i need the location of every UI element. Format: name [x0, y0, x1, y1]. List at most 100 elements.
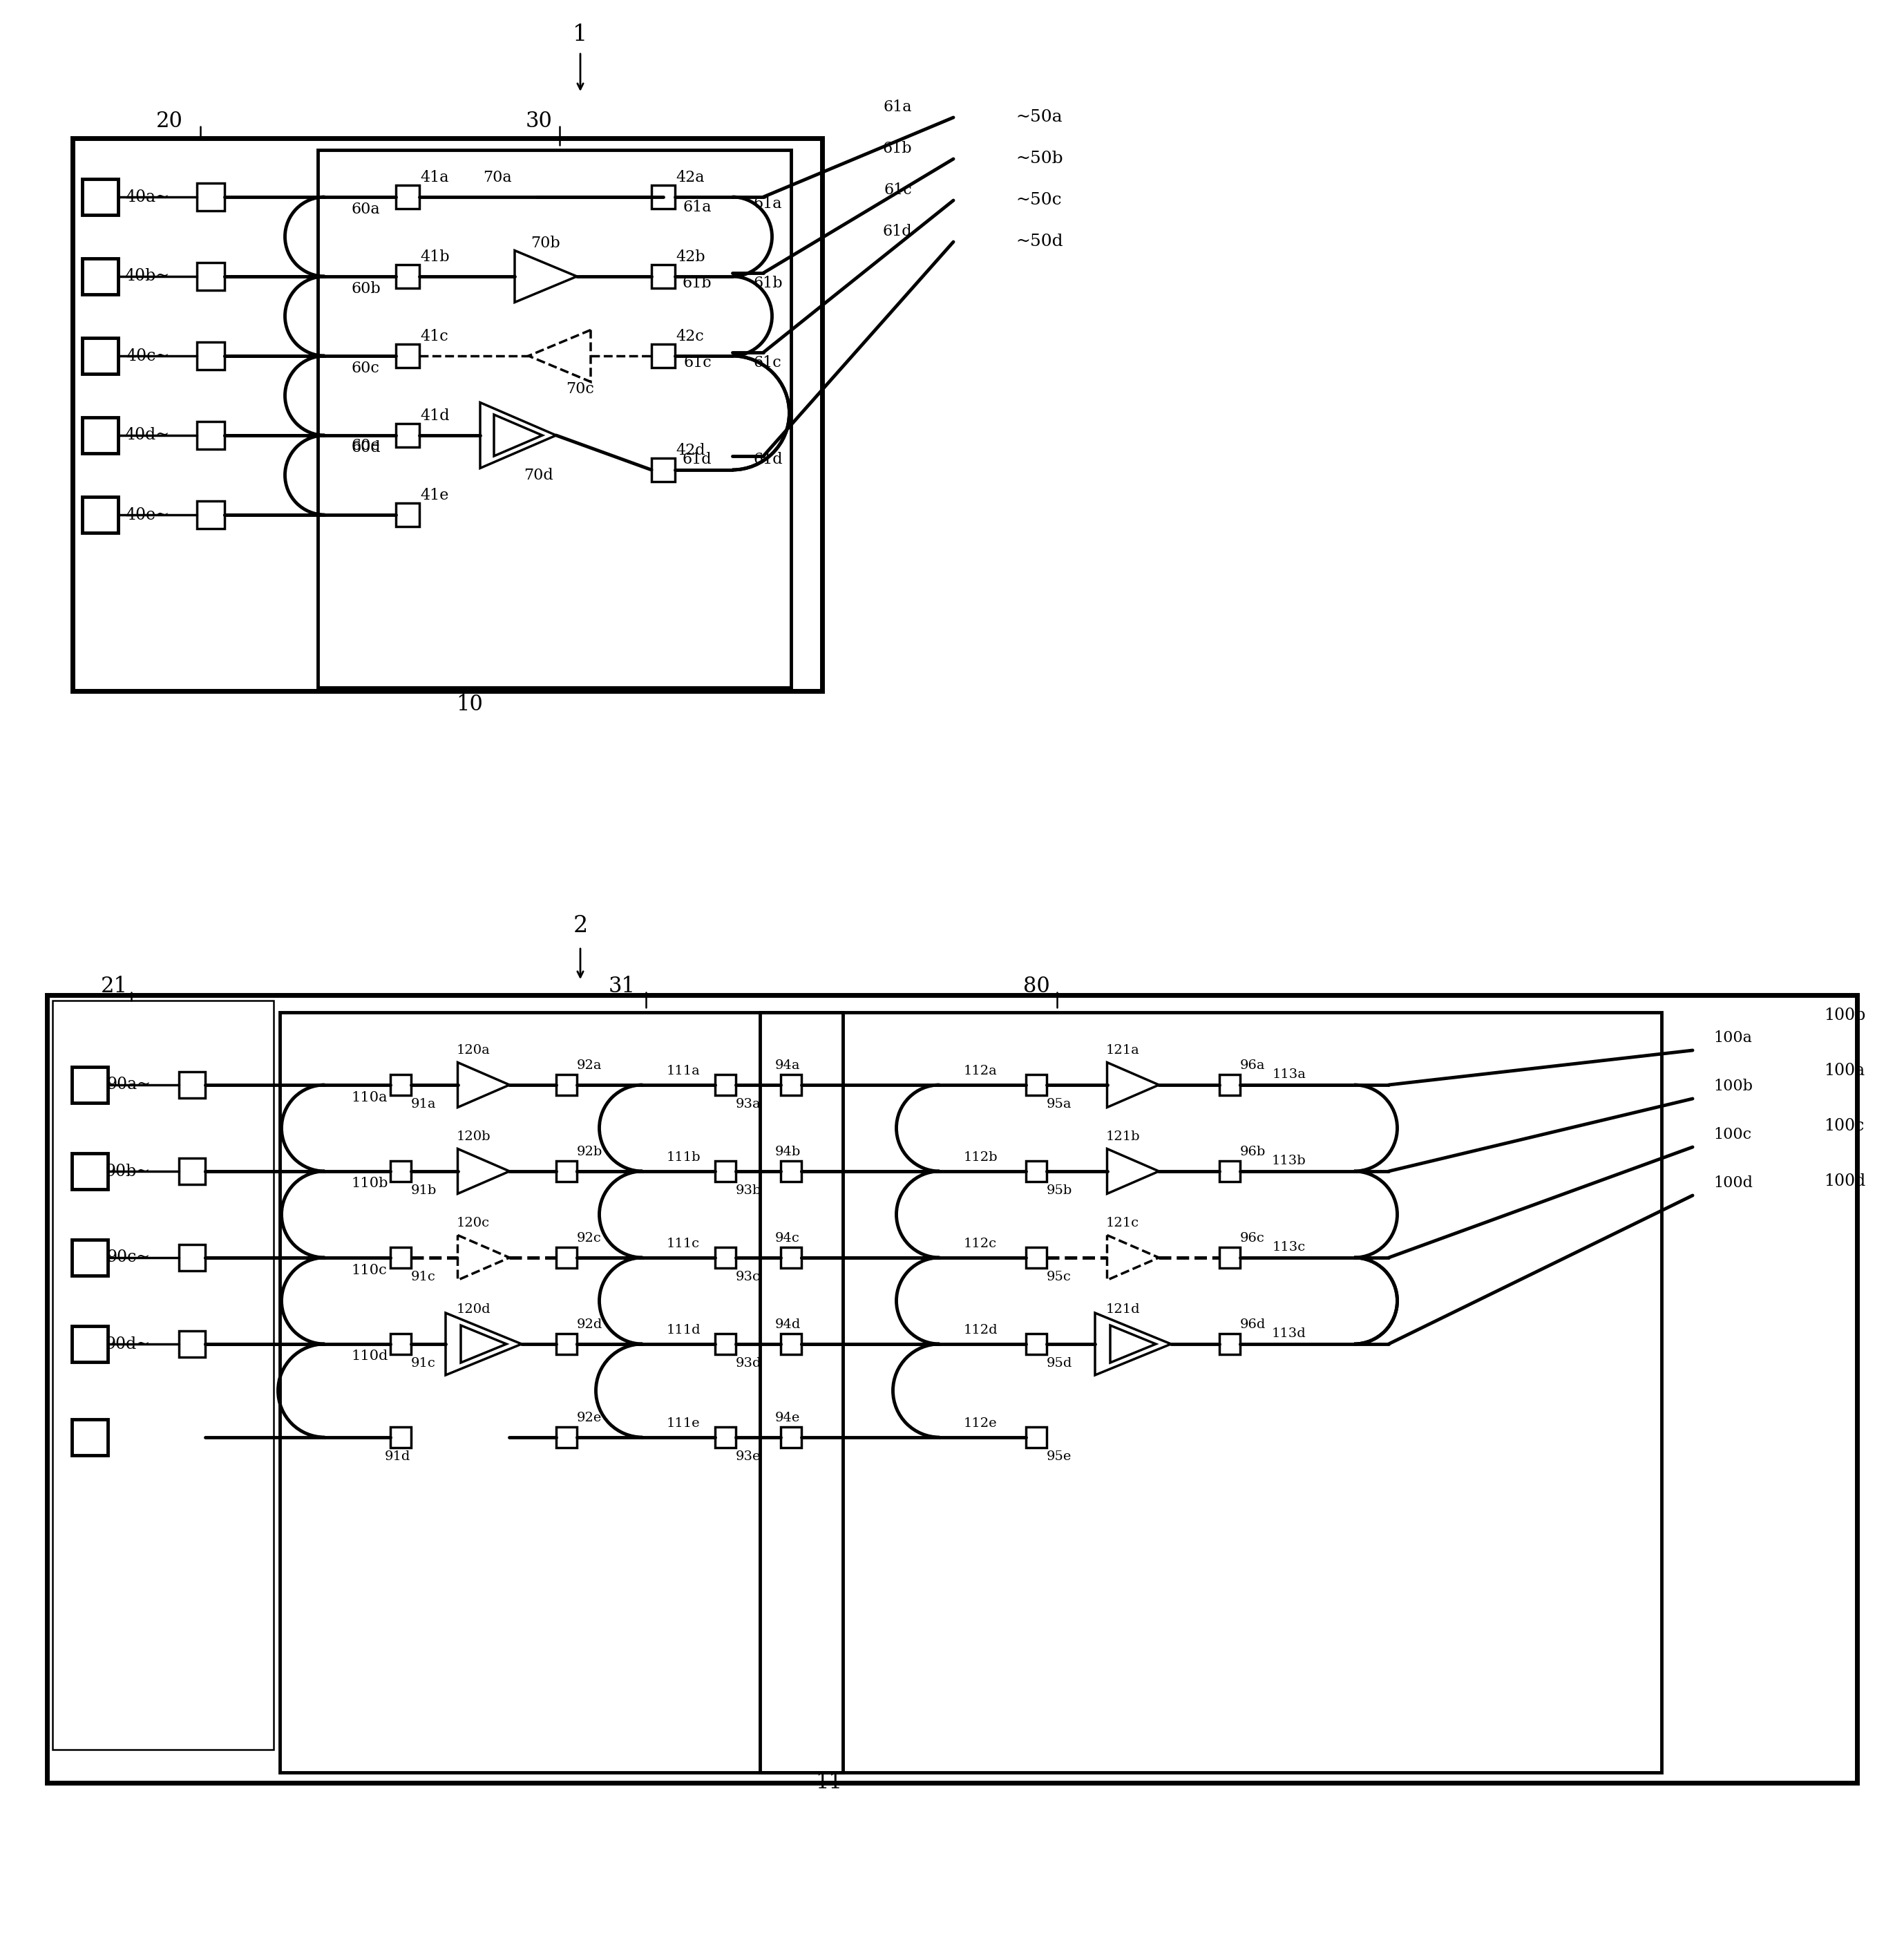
Text: 61c: 61c [684, 355, 712, 370]
Text: 61a: 61a [684, 200, 712, 215]
Text: 111b: 111b [666, 1152, 701, 1164]
Text: 21: 21 [101, 976, 128, 997]
Text: 60e: 60e [350, 439, 379, 453]
Text: 113b: 113b [1272, 1154, 1306, 1168]
Text: 100c: 100c [1714, 1126, 1752, 1142]
Bar [396, 186, 419, 210]
Text: 80: 80 [1022, 976, 1049, 997]
Text: 40c~: 40c~ [126, 349, 169, 364]
Text: 95a: 95a [1047, 1097, 1072, 1111]
Text: 90c~: 90c~ [107, 1250, 150, 1266]
Text: 70b: 70b [531, 235, 560, 251]
Text: 100b: 100b [1714, 1079, 1754, 1093]
Bar [196, 263, 225, 290]
Bar [396, 345, 419, 368]
Text: 112c: 112c [963, 1238, 998, 1250]
Text: 96a: 96a [1240, 1060, 1266, 1072]
Text: 91c: 91c [411, 1358, 436, 1369]
Text: 100b: 100b [1824, 1007, 1866, 1025]
Text: 91d: 91d [385, 1450, 409, 1463]
Bar [396, 423, 419, 447]
Bar [82, 417, 118, 453]
Text: 61b: 61b [682, 276, 712, 292]
Bar [716, 1426, 735, 1448]
Bar [72, 1068, 109, 1103]
Text: 91a: 91a [411, 1097, 436, 1111]
Text: 61a: 61a [883, 100, 912, 116]
Text: 42b: 42b [676, 249, 704, 264]
Text: 110d: 110d [350, 1350, 388, 1363]
Text: 93e: 93e [735, 1450, 762, 1463]
Text: 40e~: 40e~ [126, 507, 169, 523]
Bar [390, 1162, 411, 1181]
Bar [760, 1013, 843, 1773]
Text: ~50b: ~50b [1015, 151, 1062, 167]
Bar [82, 498, 118, 533]
Bar [651, 264, 674, 288]
Bar [651, 458, 674, 482]
Text: 42c: 42c [676, 329, 704, 345]
Text: 2: 2 [573, 915, 588, 936]
Text: 94a: 94a [775, 1060, 800, 1072]
Bar [1219, 1248, 1240, 1267]
Text: 120b: 120b [457, 1130, 491, 1142]
Bar [318, 151, 790, 688]
Text: 60b: 60b [350, 282, 381, 296]
Text: 121d: 121d [1106, 1303, 1140, 1316]
Bar [72, 1154, 109, 1189]
Text: 100a: 100a [1824, 1064, 1864, 1079]
Bar [179, 1072, 206, 1097]
Text: 111a: 111a [666, 1066, 701, 1077]
Text: 110a: 110a [350, 1091, 387, 1103]
Text: 111e: 111e [666, 1416, 701, 1430]
Text: 96d: 96d [1240, 1318, 1266, 1330]
Bar [1219, 1162, 1240, 1181]
Text: ~50c: ~50c [1015, 192, 1062, 208]
Text: 93b: 93b [735, 1185, 762, 1197]
Bar [1026, 1426, 1047, 1448]
Bar [1026, 1334, 1047, 1354]
Bar [556, 1334, 577, 1354]
Text: 40a~: 40a~ [126, 188, 169, 206]
Text: 94d: 94d [775, 1318, 800, 1330]
Text: 96b: 96b [1240, 1146, 1266, 1158]
Text: 41d: 41d [421, 407, 449, 423]
Bar [1026, 1248, 1047, 1267]
Bar [716, 1334, 735, 1354]
Text: 121c: 121c [1106, 1217, 1139, 1230]
Text: 10: 10 [457, 693, 484, 715]
Text: 90b~: 90b~ [105, 1164, 150, 1179]
Text: 112b: 112b [963, 1152, 998, 1164]
Text: 100a: 100a [1714, 1030, 1752, 1046]
Text: 41c: 41c [421, 329, 447, 345]
Text: 95b: 95b [1047, 1185, 1072, 1197]
Bar [781, 1426, 802, 1448]
Bar [556, 1426, 577, 1448]
Text: 70d: 70d [524, 468, 554, 484]
Text: 110c: 110c [350, 1264, 387, 1277]
Text: 120a: 120a [457, 1044, 489, 1056]
Text: ~50a: ~50a [1015, 110, 1062, 125]
Text: 95e: 95e [1047, 1450, 1072, 1463]
Text: 111c: 111c [666, 1238, 701, 1250]
Text: 120d: 120d [457, 1303, 491, 1316]
Bar [781, 1162, 802, 1181]
Bar [390, 1075, 411, 1095]
Text: 120c: 120c [457, 1217, 489, 1230]
Text: 113d: 113d [1272, 1328, 1306, 1340]
Bar [1026, 1075, 1047, 1095]
Bar [82, 337, 118, 374]
Text: 31: 31 [607, 976, 636, 997]
Bar [72, 1240, 109, 1275]
Text: 112a: 112a [963, 1066, 998, 1077]
Bar [280, 1013, 1662, 1773]
Bar [179, 1330, 206, 1358]
Bar [556, 1248, 577, 1267]
Bar [1026, 1162, 1047, 1181]
Text: 100d: 100d [1714, 1175, 1754, 1191]
Text: 61d: 61d [882, 223, 912, 239]
Text: 40b~: 40b~ [124, 268, 169, 284]
Text: 94e: 94e [775, 1412, 800, 1424]
Bar [72, 139, 823, 692]
Text: 121a: 121a [1106, 1044, 1139, 1056]
